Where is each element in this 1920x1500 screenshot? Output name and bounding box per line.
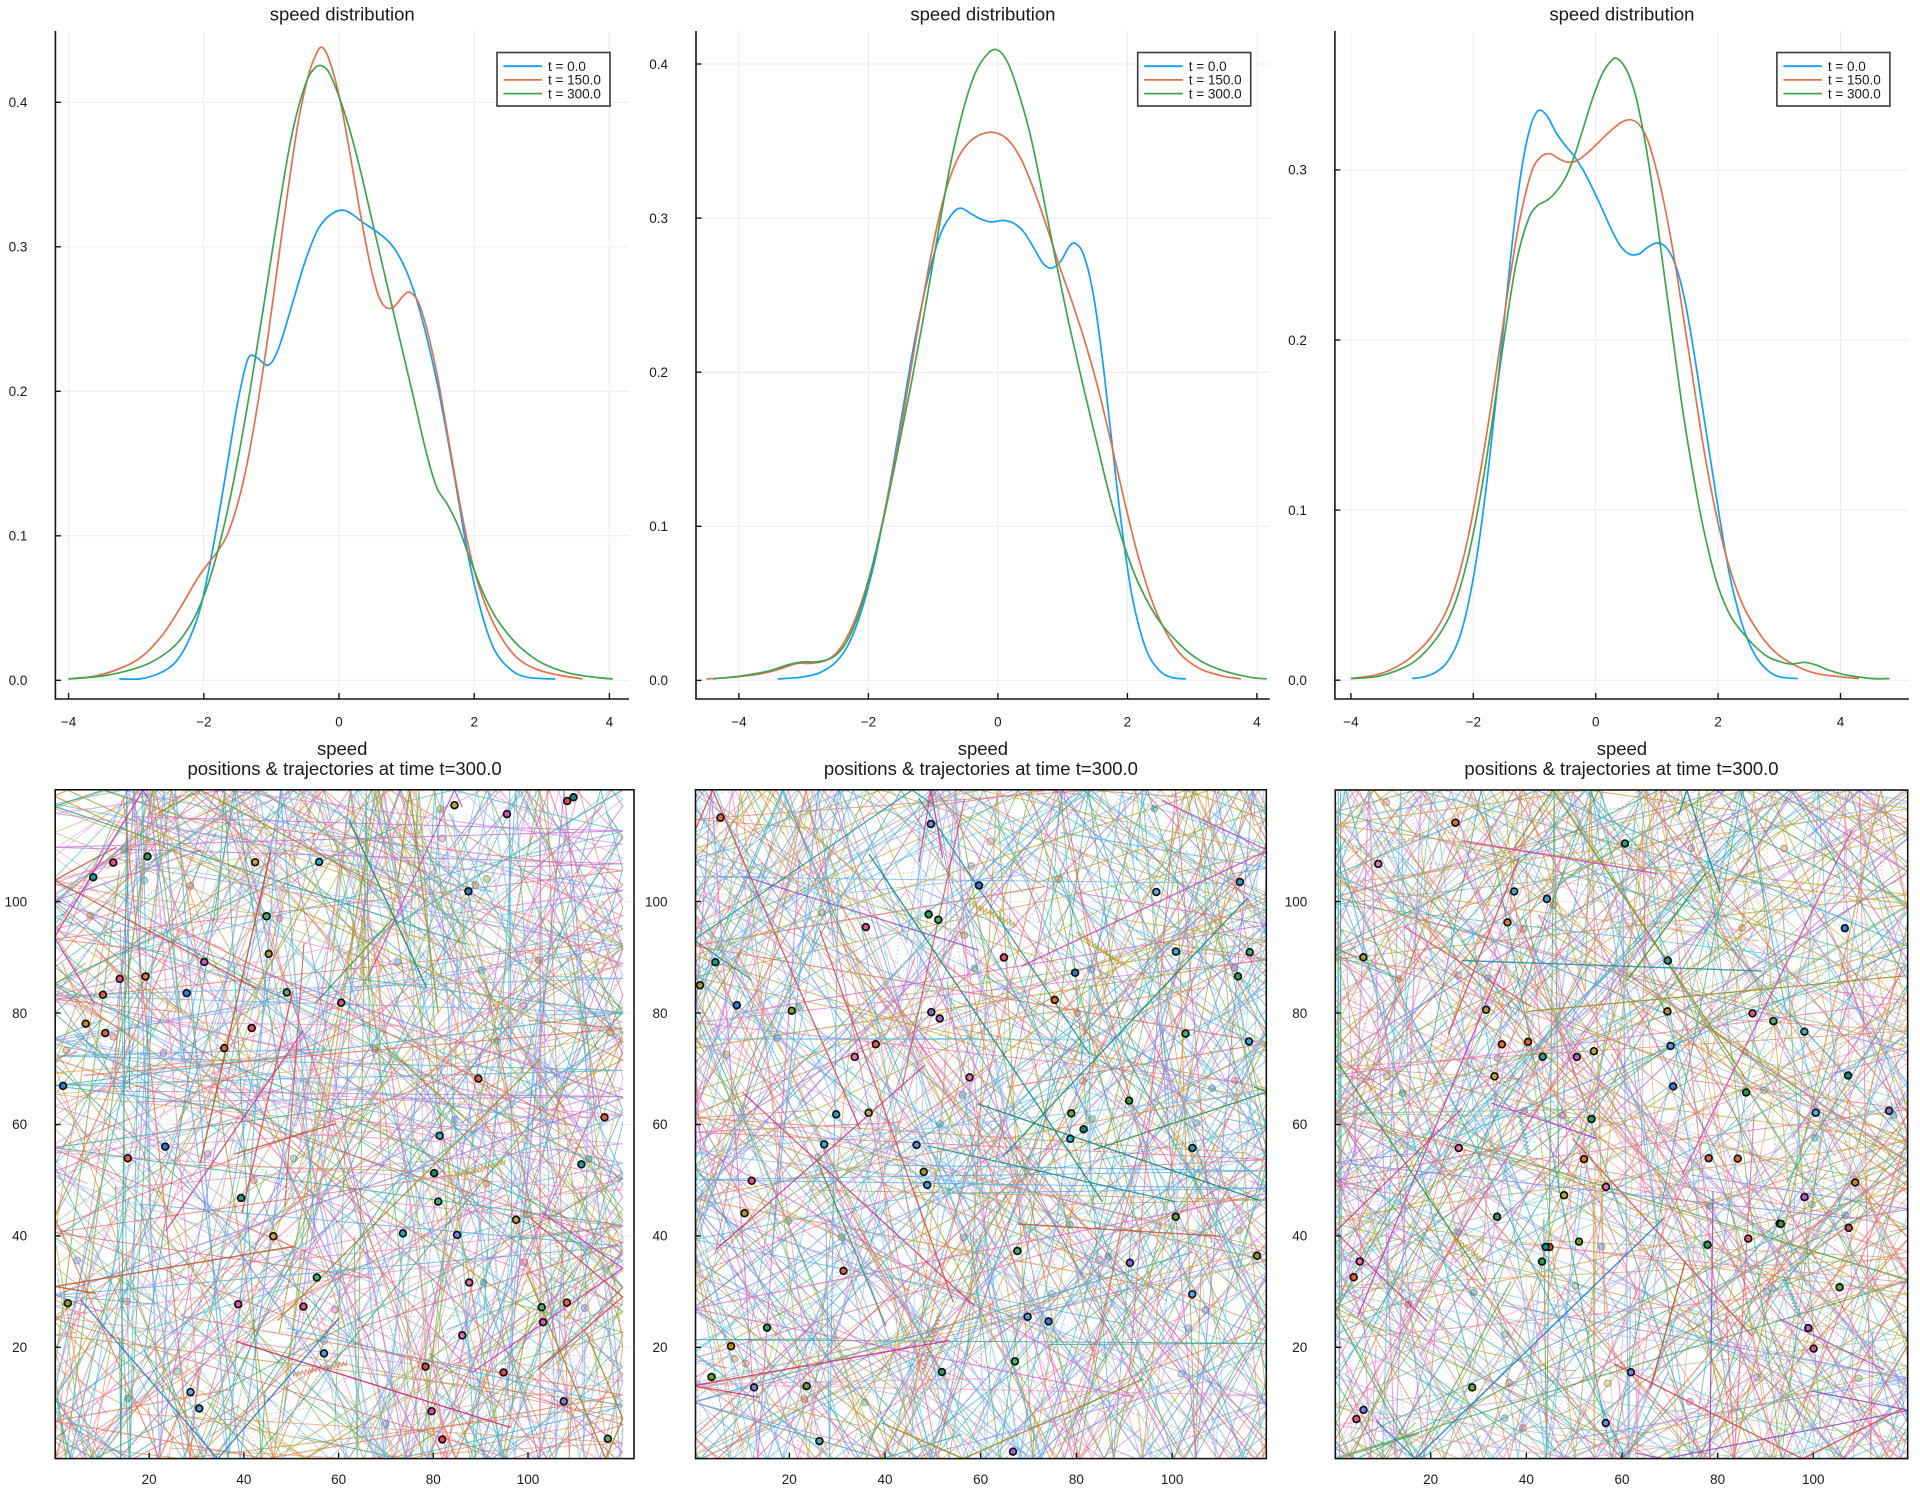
svg-text:−2: −2: [861, 714, 876, 729]
svg-text:2: 2: [1714, 714, 1722, 729]
svg-text:60: 60: [973, 1472, 988, 1487]
svg-text:40: 40: [877, 1472, 892, 1487]
svg-text:0.0: 0.0: [649, 673, 668, 688]
svg-text:0.1: 0.1: [1288, 503, 1307, 518]
svg-text:0.3: 0.3: [1288, 163, 1307, 178]
svg-text:80: 80: [1292, 1006, 1307, 1021]
svg-text:100: 100: [5, 894, 28, 909]
svg-text:20: 20: [782, 1472, 797, 1487]
svg-text:0.4: 0.4: [649, 57, 668, 72]
svg-text:0.3: 0.3: [649, 211, 668, 226]
svg-text:60: 60: [1292, 1117, 1307, 1132]
svg-text:20: 20: [652, 1340, 667, 1355]
svg-text:t = 0.0: t = 0.0: [1828, 59, 1866, 74]
svg-text:speed: speed: [1597, 738, 1647, 759]
svg-text:0.0: 0.0: [1288, 673, 1307, 688]
svg-text:0.1: 0.1: [9, 529, 28, 544]
svg-text:positions & trajectories at ti: positions & trajectories at time t=300.0: [824, 758, 1138, 779]
svg-text:−4: −4: [1343, 714, 1359, 729]
svg-text:40: 40: [236, 1472, 251, 1487]
svg-text:80: 80: [12, 1006, 27, 1021]
svg-text:speed distribution: speed distribution: [270, 3, 415, 24]
svg-text:20: 20: [1292, 1340, 1307, 1355]
svg-text:20: 20: [142, 1472, 157, 1487]
svg-text:2: 2: [1124, 714, 1132, 729]
svg-text:t = 0.0: t = 0.0: [548, 59, 586, 74]
svg-text:0: 0: [335, 714, 343, 729]
svg-text:−4: −4: [61, 714, 77, 729]
svg-text:0: 0: [994, 714, 1002, 729]
svg-text:t = 300.0: t = 300.0: [1828, 86, 1881, 101]
svg-text:40: 40: [1292, 1229, 1307, 1244]
svg-text:speed: speed: [958, 738, 1008, 759]
svg-text:positions & trajectories at ti: positions & trajectories at time t=300.0: [1464, 758, 1778, 779]
svg-text:t = 0.0: t = 0.0: [1189, 59, 1227, 74]
svg-text:4: 4: [1837, 714, 1845, 729]
svg-text:60: 60: [12, 1117, 27, 1132]
svg-text:100: 100: [1161, 1472, 1184, 1487]
svg-text:100: 100: [1285, 894, 1308, 909]
svg-text:0.1: 0.1: [649, 519, 668, 534]
svg-text:t = 150.0: t = 150.0: [1828, 73, 1881, 88]
svg-text:2: 2: [470, 714, 478, 729]
svg-text:t = 300.0: t = 300.0: [548, 86, 601, 101]
svg-text:t = 150.0: t = 150.0: [1189, 73, 1242, 88]
svg-text:40: 40: [12, 1229, 27, 1244]
svg-text:60: 60: [331, 1472, 346, 1487]
svg-text:100: 100: [1802, 1472, 1825, 1487]
svg-text:80: 80: [1069, 1472, 1084, 1487]
svg-text:4: 4: [1253, 714, 1261, 729]
svg-text:0.2: 0.2: [1288, 333, 1307, 348]
svg-text:80: 80: [1710, 1472, 1725, 1487]
svg-text:80: 80: [426, 1472, 441, 1487]
svg-text:−2: −2: [196, 714, 211, 729]
svg-text:60: 60: [652, 1117, 667, 1132]
svg-text:40: 40: [1519, 1472, 1534, 1487]
svg-text:0.2: 0.2: [9, 384, 28, 399]
svg-text:80: 80: [652, 1006, 667, 1021]
svg-text:0.3: 0.3: [9, 240, 28, 255]
svg-text:0.2: 0.2: [649, 365, 668, 380]
svg-text:−4: −4: [731, 714, 747, 729]
svg-text:20: 20: [12, 1340, 27, 1355]
svg-text:speed: speed: [317, 738, 367, 759]
svg-text:speed distribution: speed distribution: [1549, 3, 1694, 24]
svg-text:0.4: 0.4: [9, 95, 28, 110]
svg-text:4: 4: [606, 714, 614, 729]
svg-text:speed distribution: speed distribution: [910, 3, 1055, 24]
svg-text:t = 150.0: t = 150.0: [548, 73, 601, 88]
svg-text:100: 100: [645, 894, 668, 909]
svg-text:positions & trajectories at ti: positions & trajectories at time t=300.0: [188, 758, 502, 779]
svg-text:20: 20: [1423, 1472, 1438, 1487]
svg-text:60: 60: [1614, 1472, 1629, 1487]
svg-text:40: 40: [652, 1229, 667, 1244]
svg-text:−2: −2: [1466, 714, 1481, 729]
svg-text:100: 100: [517, 1472, 540, 1487]
svg-text:t = 300.0: t = 300.0: [1189, 86, 1242, 101]
svg-text:0.0: 0.0: [9, 673, 28, 688]
svg-text:0: 0: [1592, 714, 1600, 729]
